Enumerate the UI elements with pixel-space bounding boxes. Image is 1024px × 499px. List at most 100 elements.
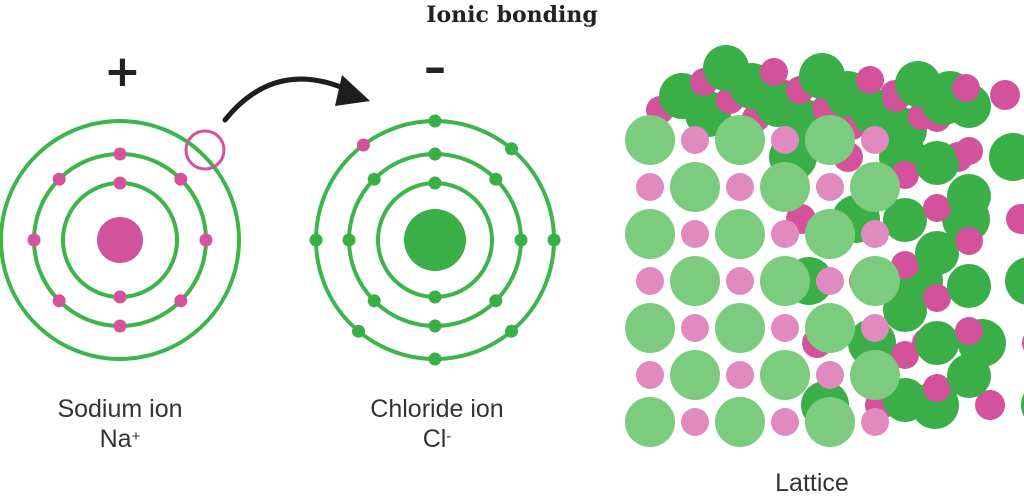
lattice-front-ion bbox=[816, 267, 844, 295]
lattice-side-ion bbox=[891, 341, 919, 369]
sodium-middle-electron-2 bbox=[113, 147, 127, 161]
chloride-electrons bbox=[309, 114, 561, 366]
lattice-front-ion bbox=[625, 209, 675, 259]
lattice-front-ion bbox=[861, 126, 889, 154]
lattice-back-ion bbox=[989, 133, 1024, 181]
chloride-middle-electron-7 bbox=[489, 294, 503, 308]
chloride-ion-name: Chloride ion bbox=[370, 395, 504, 423]
chloride-inner-electron-0 bbox=[428, 176, 442, 190]
lattice-front-ion bbox=[771, 126, 799, 154]
lattice-side-ion bbox=[947, 354, 991, 398]
chloride-ion-label: Chloride ion Cl- bbox=[337, 394, 537, 454]
lattice-front-ion bbox=[861, 408, 889, 436]
lattice-side-ion bbox=[955, 317, 983, 345]
sodium-middle-electron-5 bbox=[52, 294, 66, 308]
lattice-top-ion bbox=[952, 74, 980, 102]
sodium-middle-electron-0 bbox=[199, 233, 213, 247]
lattice-front-ion bbox=[760, 350, 810, 400]
lattice-front-ion bbox=[670, 162, 720, 212]
chloride-outer-electron-3 bbox=[309, 233, 323, 247]
sodium-middle-electron-3 bbox=[52, 172, 66, 186]
lattice-front-ion bbox=[625, 397, 675, 447]
chloride-ion-formula: Cl- bbox=[337, 424, 537, 454]
chloride-middle-electron-0 bbox=[514, 233, 528, 247]
lattice-front-ion bbox=[760, 256, 810, 306]
lattice-side-ion bbox=[923, 194, 951, 222]
lattice-back-ion bbox=[1006, 204, 1024, 234]
lattice-back-ion bbox=[1021, 393, 1024, 417]
lattice-front-ion bbox=[715, 209, 765, 259]
lattice-front-ion bbox=[636, 361, 664, 389]
lattice-side-ion bbox=[955, 227, 983, 255]
lattice-top-ion bbox=[760, 58, 788, 86]
chloride-outer-electron-4 bbox=[352, 324, 365, 338]
lattice-front-ion bbox=[771, 220, 799, 248]
lattice-side-ion bbox=[915, 321, 959, 365]
sodium-electrons bbox=[27, 147, 213, 333]
chloride-outer-electron-6 bbox=[505, 324, 518, 338]
lattice-front-ion bbox=[715, 303, 765, 353]
lattice-back-ion bbox=[975, 390, 1005, 420]
lattice-front-ion bbox=[816, 361, 844, 389]
lattice-front-ion bbox=[681, 220, 709, 248]
sodium-ion-name: Sodium ion bbox=[57, 395, 183, 423]
lattice-front-ion bbox=[760, 162, 810, 212]
lattice-front-ion bbox=[850, 162, 900, 212]
lattice-side-ion bbox=[915, 141, 959, 185]
positive-charge-sign: + bbox=[104, 46, 141, 97]
sodium-outer-shell bbox=[0, 119, 241, 361]
lattice-front-ion bbox=[681, 314, 709, 342]
chloride-middle-electron-6 bbox=[428, 319, 442, 333]
lattice-front-ion bbox=[625, 115, 675, 165]
diagram-title: Ionic bonding bbox=[426, 2, 598, 28]
lattice-front-ion bbox=[715, 397, 765, 447]
chloride-symbol: Cl bbox=[422, 425, 447, 453]
lattice-top-ion bbox=[799, 53, 845, 99]
lattice-front-ion bbox=[636, 267, 664, 295]
lattice-front-ion bbox=[681, 126, 709, 154]
negative-charge-sign: – bbox=[424, 42, 446, 93]
chloride-middle-electron-1 bbox=[489, 172, 503, 186]
lattice-front-ion bbox=[805, 209, 855, 259]
chloride-middle-electron-3 bbox=[367, 172, 381, 186]
lattice-front-ion bbox=[805, 303, 855, 353]
lattice-side-ion bbox=[923, 284, 951, 312]
sodium-inner-electron-1 bbox=[113, 290, 127, 304]
chloride-nucleus bbox=[404, 209, 466, 271]
sodium-charge-superscript: + bbox=[131, 428, 141, 445]
lattice-front-ion bbox=[861, 220, 889, 248]
lattice-label: Lattice bbox=[775, 469, 849, 497]
lattice-back-ion bbox=[1005, 257, 1024, 305]
lattice-front-ion bbox=[816, 173, 844, 201]
chloride-outer-electron-5 bbox=[428, 352, 442, 366]
chloride-middle-electron-4 bbox=[342, 233, 356, 247]
lattice-front-ion bbox=[805, 397, 855, 447]
chloride-middle-electron-5 bbox=[367, 294, 381, 308]
transferred-electron-marker bbox=[184, 129, 226, 171]
lattice-front-ion bbox=[726, 361, 754, 389]
chloride-charge-superscript: - bbox=[446, 428, 452, 445]
sodium-middle-electron-1 bbox=[174, 172, 188, 186]
lattice-side-ion bbox=[955, 137, 983, 165]
lattice-back-ion bbox=[990, 80, 1020, 110]
sodium-ion-label: Sodium ion Na+ bbox=[20, 394, 220, 454]
lattice-side-ion bbox=[947, 174, 991, 218]
lattice-side-ion bbox=[883, 288, 927, 332]
lattice-front-ion bbox=[726, 173, 754, 201]
sodium-nucleus bbox=[97, 217, 143, 263]
lattice-front-ion bbox=[670, 350, 720, 400]
lattice-top-ion bbox=[895, 61, 941, 107]
electron-transfer-arrow bbox=[222, 75, 370, 123]
lattice-front-ion bbox=[771, 408, 799, 436]
lattice-side-ion bbox=[947, 264, 991, 308]
sodium-middle-electron-6 bbox=[113, 319, 127, 333]
lattice-front-ion bbox=[726, 267, 754, 295]
sodium-ion-formula: Na+ bbox=[20, 424, 220, 454]
lattice-front-ion bbox=[861, 314, 889, 342]
lattice-front-ion bbox=[850, 350, 900, 400]
chloride-middle-electron-2 bbox=[428, 147, 442, 161]
lattice-front-ion bbox=[771, 314, 799, 342]
lattice-front-ion bbox=[670, 256, 720, 306]
lattice-side-ion bbox=[923, 374, 951, 402]
